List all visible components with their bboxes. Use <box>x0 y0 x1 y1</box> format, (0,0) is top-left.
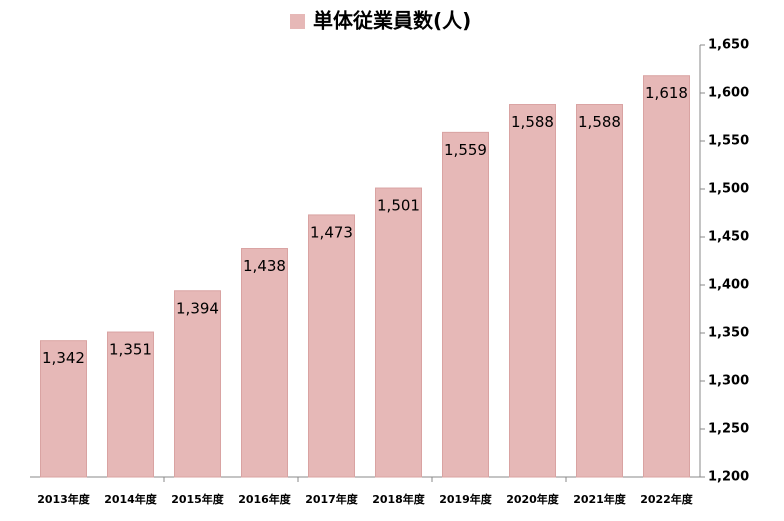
y-tick-label: 1,300 <box>708 374 749 389</box>
bar <box>643 75 690 478</box>
bar <box>509 104 556 478</box>
value-label: 1,588 <box>578 113 621 131</box>
bar <box>375 187 422 478</box>
y-tick-label: 1,400 <box>708 278 749 293</box>
bar <box>40 340 87 478</box>
x-tick-label: 2022年度 <box>640 492 694 506</box>
x-tick-label: 2017年度 <box>305 492 359 506</box>
y-tick-label: 1,600 <box>708 86 749 101</box>
value-label: 1,438 <box>243 257 286 275</box>
value-label: 1,394 <box>176 299 219 317</box>
y-tick-label: 1,550 <box>708 134 749 149</box>
y-tick-label: 1,250 <box>708 422 749 437</box>
legend-label: 単体従業員数(人) <box>313 9 471 33</box>
x-tick-label: 2021年度 <box>573 492 627 506</box>
value-label: 1,342 <box>42 349 85 367</box>
value-label: 1,618 <box>645 84 688 102</box>
x-tick-label: 2015年度 <box>171 492 225 506</box>
y-tick-label: 1,650 <box>708 38 749 53</box>
x-tick-label: 2019年度 <box>439 492 493 506</box>
bar <box>174 290 221 478</box>
y-tick-label: 1,200 <box>708 470 749 485</box>
bar <box>576 104 623 478</box>
bar <box>107 331 154 478</box>
y-tick-label: 1,350 <box>708 326 749 341</box>
x-tick-label: 2016年度 <box>238 492 292 506</box>
value-label: 1,351 <box>109 341 152 359</box>
x-tick-label: 2013年度 <box>37 492 91 506</box>
value-label: 1,588 <box>511 113 554 131</box>
value-label: 1,501 <box>377 197 420 215</box>
x-tick-label: 2014年度 <box>104 492 158 506</box>
bar <box>442 131 489 478</box>
bar <box>308 214 355 478</box>
bar <box>241 248 288 478</box>
value-label: 1,559 <box>444 141 487 159</box>
y-tick-label: 1,500 <box>708 182 749 197</box>
value-label: 1,473 <box>310 223 353 241</box>
x-tick-label: 2020年度 <box>506 492 560 506</box>
legend-swatch <box>290 14 305 29</box>
y-tick-label: 1,450 <box>708 230 749 245</box>
x-tick-label: 2018年度 <box>372 492 426 506</box>
